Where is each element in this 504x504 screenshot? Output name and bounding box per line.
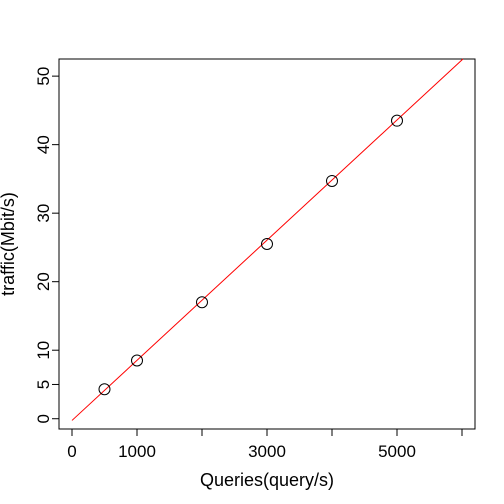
x-tick-label: 0 xyxy=(67,442,76,461)
data-point xyxy=(98,383,111,396)
y-tick-label: 20 xyxy=(34,272,53,291)
y-tick-label: 30 xyxy=(34,204,53,223)
x-axis: 0 1000 3000 5000 xyxy=(67,428,463,461)
fit-line-layer xyxy=(71,58,464,421)
x-axis-title: Queries(query/s) xyxy=(200,470,334,490)
x-tick-label: 3000 xyxy=(248,442,286,461)
data-point xyxy=(391,114,403,127)
y-tick-label: 50 xyxy=(34,67,53,86)
data-points-layer xyxy=(98,114,403,396)
y-axis: 0 5 10 20 30 40 50 xyxy=(34,67,60,423)
y-tick-label: 40 xyxy=(34,135,53,154)
y-tick-label: 0 xyxy=(34,414,53,423)
fit-line xyxy=(71,58,464,421)
data-point xyxy=(261,238,273,250)
y-axis-title: traffic(Mbit/s) xyxy=(0,192,18,296)
y-tick-label: 10 xyxy=(34,341,53,360)
data-point xyxy=(196,296,208,309)
x-tick-label: 1000 xyxy=(118,442,156,461)
data-point xyxy=(131,354,143,367)
data-point xyxy=(326,174,338,187)
x-tick-label: 5000 xyxy=(378,442,416,461)
plot-frame xyxy=(58,58,476,430)
y-tick-label: 5 xyxy=(34,380,53,389)
